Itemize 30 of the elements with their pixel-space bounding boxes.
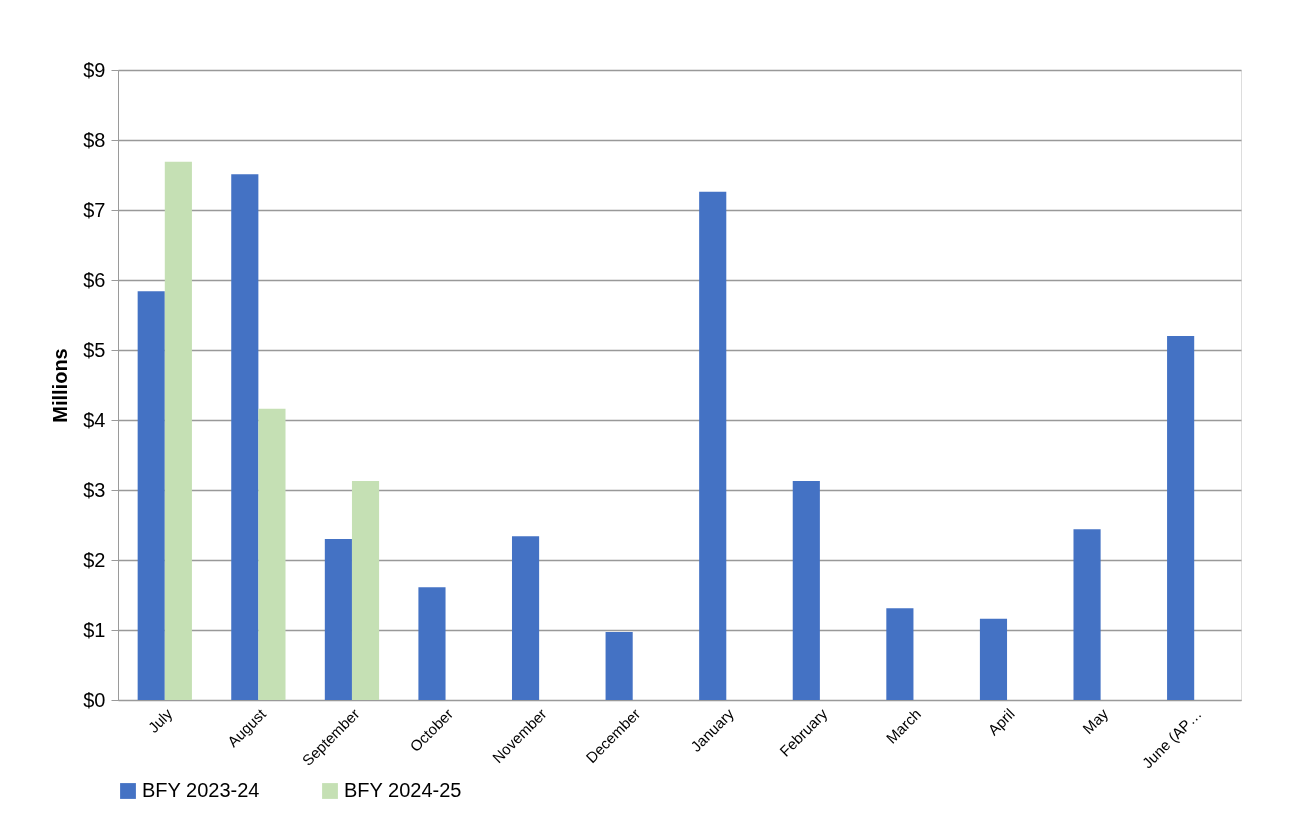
y-tick-label: $0 xyxy=(83,688,106,711)
y-tick-label: $9 xyxy=(83,58,106,81)
y-tick-label: $2 xyxy=(83,548,106,571)
bar xyxy=(137,291,165,700)
y-axis-title: Millions xyxy=(49,348,72,423)
y-tick-label: $4 xyxy=(83,408,106,431)
y-tick-label: $7 xyxy=(83,198,106,221)
bar xyxy=(605,632,633,700)
bar xyxy=(511,536,540,700)
bar xyxy=(886,608,914,700)
y-tick-label: $6 xyxy=(83,268,106,291)
bar xyxy=(1167,336,1195,700)
y-tick-label: $5 xyxy=(83,338,106,361)
legend-label: BFY 2023-24 xyxy=(142,779,260,801)
bar xyxy=(792,480,820,700)
bar xyxy=(699,191,727,700)
y-tick-label: $1 xyxy=(83,618,106,641)
bar xyxy=(164,161,192,700)
bar xyxy=(351,480,380,700)
bar xyxy=(979,618,1008,700)
bar xyxy=(418,587,446,700)
bar xyxy=(258,408,286,700)
bar xyxy=(231,174,259,700)
bar xyxy=(1073,529,1101,700)
bar xyxy=(324,539,352,700)
x-tick-label: July xyxy=(144,704,176,736)
legend-label: BFY 2024-25 xyxy=(344,779,462,801)
x-tick-label: May xyxy=(1079,704,1112,738)
y-tick-label: $3 xyxy=(83,478,106,501)
y-tick-label: $8 xyxy=(83,128,106,151)
